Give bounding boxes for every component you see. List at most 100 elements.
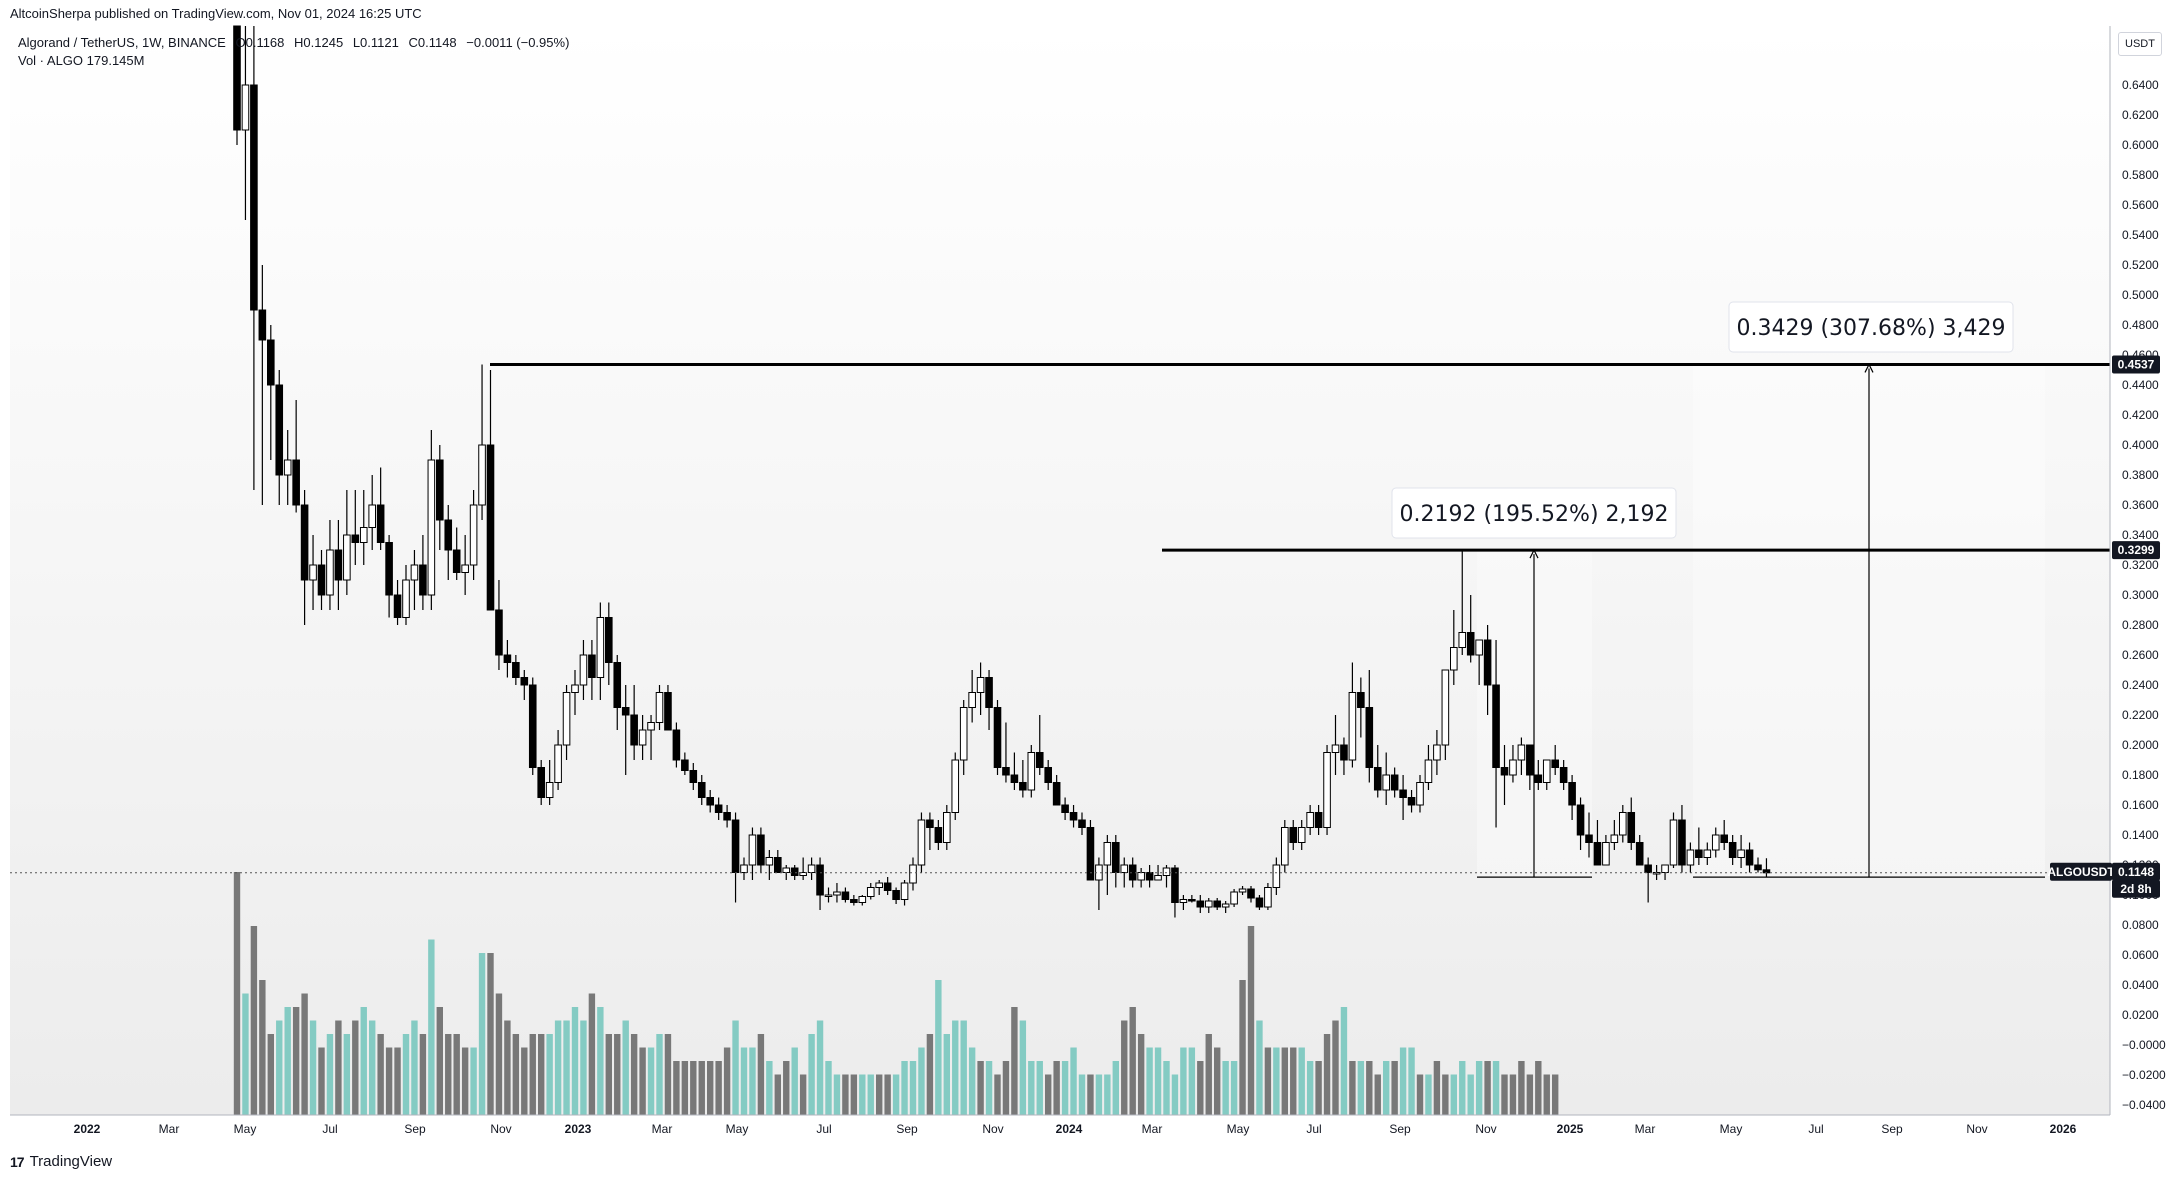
candle-body	[444, 519, 453, 551]
candle-body	[1720, 834, 1729, 843]
time-tick-label: Nov	[1475, 1122, 1496, 1136]
measure-label-box[interactable]	[1391, 487, 1677, 539]
time-tick-label: Sep	[1881, 1122, 1903, 1136]
candle-body	[1635, 842, 1644, 866]
candle-body	[1204, 900, 1213, 908]
volume-bar	[926, 1034, 934, 1115]
candle-body	[233, 25, 241, 131]
price-tick-label: −0.0200	[2122, 1068, 2166, 1082]
candle-body	[326, 549, 334, 596]
currency-selector[interactable]: USDT	[2118, 32, 2162, 56]
plot-background	[10, 26, 2110, 1115]
candle-body	[1644, 864, 1652, 873]
volume-bar	[478, 953, 486, 1115]
price-label-box	[2112, 862, 2160, 881]
brand-name: TradingView	[29, 1153, 113, 1170]
candle-body	[1010, 774, 1019, 783]
candle-body	[1052, 782, 1061, 806]
candle-body	[1348, 692, 1357, 761]
volume-bar	[1391, 1061, 1398, 1115]
candle-body	[943, 812, 951, 843]
candle-body	[503, 654, 512, 663]
time-tick-label: 2023	[565, 1122, 592, 1136]
candle-body	[765, 857, 774, 866]
candle-body	[875, 882, 884, 888]
volume-bar	[968, 1047, 976, 1115]
time-tick-label: Mar	[652, 1122, 673, 1136]
candle-body	[1196, 900, 1205, 908]
volume-bar	[512, 1034, 520, 1115]
volume-bar	[538, 1034, 545, 1115]
volume-bar	[284, 1007, 291, 1115]
volume-bar	[943, 1034, 950, 1115]
ohlc-low: L0.1121	[352, 35, 399, 50]
volume-bar	[816, 1020, 824, 1115]
volume-bar	[1087, 1074, 1094, 1115]
candle-body	[258, 309, 267, 341]
price-tick-label: 0.4200	[2122, 408, 2159, 422]
volume-bar	[1095, 1074, 1103, 1115]
volume-bar	[1112, 1061, 1119, 1115]
candle-body	[1754, 864, 1762, 871]
candle-body	[1711, 834, 1720, 851]
candle-body	[385, 542, 393, 596]
price-tick-label: −0.0000	[2122, 1038, 2166, 1052]
symbol-line[interactable]: Algorand / TetherUS, 1W, BINANCE	[18, 35, 226, 50]
volume-bar	[1019, 1020, 1027, 1115]
candle-body	[824, 894, 833, 897]
candle-body	[486, 444, 495, 611]
volume-bar	[1061, 1061, 1069, 1115]
candle-body	[1466, 632, 1475, 656]
volume-bar	[1121, 1020, 1128, 1115]
volume-bar	[597, 1007, 604, 1115]
volume-bar	[377, 1034, 384, 1115]
time-tick-label: Sep	[896, 1122, 918, 1136]
time-tick-label: Mar	[159, 1122, 180, 1136]
time-tick-label: May	[1227, 1122, 1250, 1136]
price-tick-label: 0.2200	[2122, 708, 2159, 722]
volume-bar	[453, 1034, 460, 1115]
volume-bar	[935, 980, 942, 1115]
candle-body	[731, 819, 740, 873]
volume-bar	[1340, 1007, 1348, 1115]
time-tick-label: Jul	[1306, 1122, 1321, 1136]
candle-body	[1568, 782, 1576, 806]
volume-bar	[1552, 1074, 1559, 1115]
candle-body	[883, 882, 892, 891]
price-tick-label: 0.2000	[2122, 738, 2159, 752]
volume-bar	[1433, 1061, 1441, 1115]
candle-body	[1441, 669, 1450, 746]
price-label: 2d 8h	[2120, 882, 2151, 896]
candle-body	[1559, 767, 1568, 783]
price-axis-bg	[2111, 26, 2177, 1145]
volume-bar	[876, 1074, 883, 1115]
volume-bar	[588, 993, 596, 1115]
measure-label-box[interactable]	[1728, 301, 2014, 353]
time-tick-label: Nov	[982, 1122, 1003, 1136]
candle-body	[841, 891, 850, 900]
time-tick-label: May	[1720, 1122, 1743, 1136]
time-tick-label: Jul	[1808, 1122, 1823, 1136]
volume-bar	[546, 1034, 553, 1115]
volume-bar	[1171, 1074, 1179, 1115]
price-tick-label: 0.3800	[2122, 468, 2159, 482]
candle-body	[858, 896, 867, 903]
volume-bar	[267, 1034, 274, 1115]
candle-body	[1112, 842, 1120, 873]
candle-body	[537, 767, 546, 798]
price-tick-label: 0.5400	[2122, 228, 2159, 242]
volume-bar	[1036, 1061, 1043, 1115]
price-tick-label: 0.2400	[2122, 678, 2159, 692]
volume-bar	[1357, 1061, 1365, 1115]
volume-bar	[1366, 1061, 1373, 1115]
volume-bar	[470, 1047, 477, 1115]
candle-body	[1695, 849, 1703, 858]
candle-body	[376, 504, 385, 543]
volume-bar	[892, 1074, 900, 1115]
candle-body	[689, 770, 698, 783]
volume-bar	[859, 1074, 866, 1115]
time-tick-label: Mar	[1635, 1122, 1656, 1136]
volume-bar	[901, 1061, 908, 1115]
volume-bar	[673, 1061, 680, 1115]
